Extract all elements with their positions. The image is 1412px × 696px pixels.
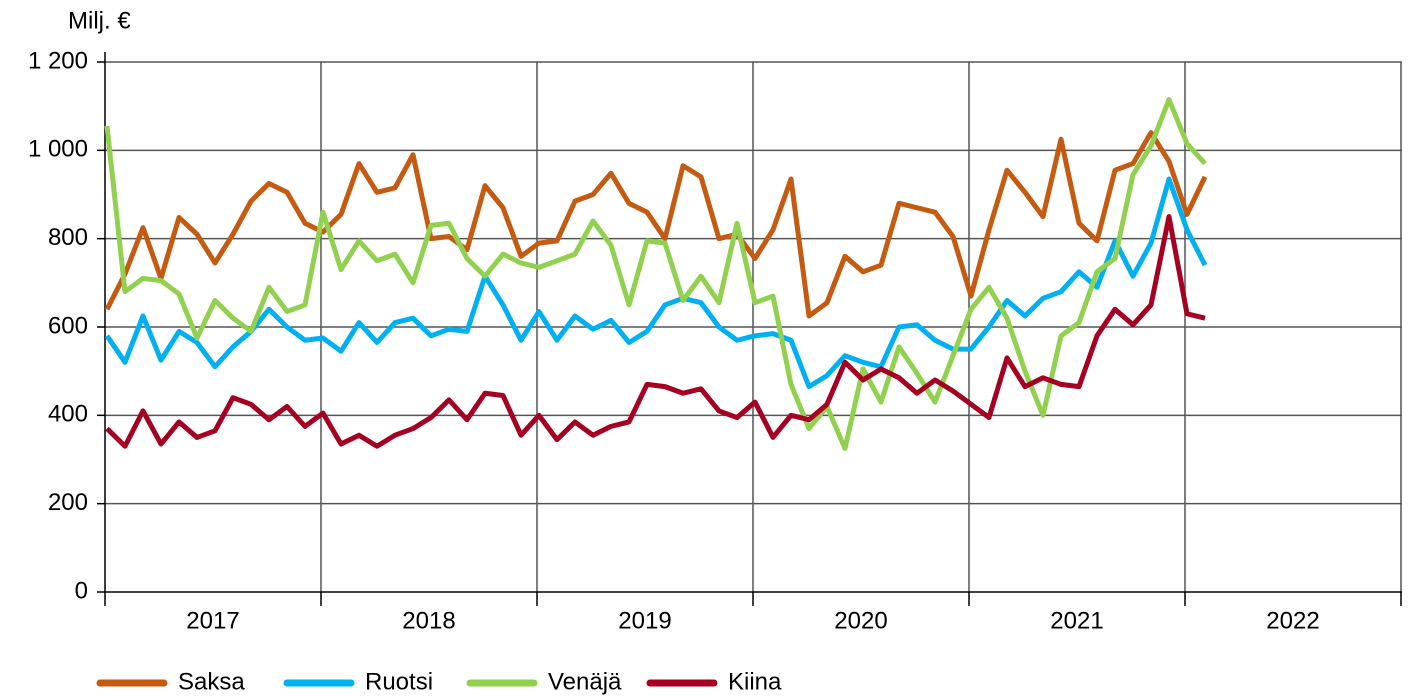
series-line [105,214,1206,449]
x-tick-label: 2017 [186,607,239,634]
x-tick-label: 2019 [618,607,671,634]
y-axis-label: Milj. € [68,7,131,34]
legend-label: Saksa [178,668,245,695]
y-tick-label: 600 [48,312,88,339]
y-tick-label: 400 [48,401,88,428]
legend-label: Ruotsi [365,668,433,695]
legend-label: Venäjä [548,668,622,695]
y-tick-label: 200 [48,489,88,516]
y-tick-label: 1 000 [28,136,88,163]
x-tick-label: 2018 [402,607,455,634]
legend-label: Kiina [728,668,782,695]
x-tick-label: 2022 [1266,607,1319,634]
series-line [104,176,1208,390]
y-tick-label: 800 [48,224,88,251]
y-tick-label: 1 200 [28,47,88,74]
series-line [104,130,1208,319]
x-tick-label: 2021 [1050,607,1103,634]
x-tick-label: 2020 [834,607,887,634]
y-tick-label: 0 [75,577,88,604]
series-line [104,97,1207,451]
